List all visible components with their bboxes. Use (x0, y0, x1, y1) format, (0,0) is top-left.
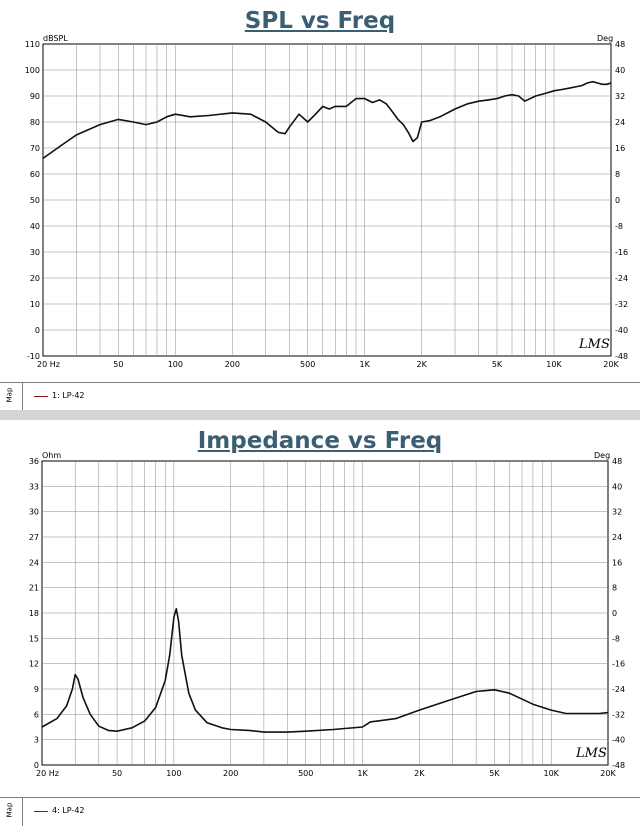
impedance-y2tick-label: 40 (612, 482, 622, 491)
spl-xtick-label: 200 (225, 360, 240, 369)
impedance-y2tick-label: -24 (612, 685, 625, 694)
spl-map-label: Map (5, 387, 14, 403)
spl-ytick-label: 60 (30, 170, 40, 179)
spl-y2tick-label: -16 (615, 248, 628, 257)
impedance-ytick-label: 6 (34, 710, 39, 719)
impedance-xtick-label: 20 Hz (36, 769, 59, 778)
impedance-xtick-label: 20K (600, 769, 616, 778)
impedance-y2tick-label: -48 (612, 761, 625, 770)
impedance-series-line (41, 608, 609, 733)
impedance-panel: Impedance vs Freq 36 33 30 27 24 21 18 15 12 9 6 3 0… (0, 420, 640, 826)
spl-y2tick-label: -48 (615, 352, 628, 361)
impedance-ytick-label: 27 (29, 533, 39, 542)
spl-xtick-label: 1K (359, 360, 370, 369)
impedance-ytick-label: 15 (29, 634, 39, 643)
spl-y2tick-label: 8 (615, 170, 620, 179)
impedance-y2tick-label: 0 (612, 609, 617, 618)
spl-ytick-label: 0 (35, 326, 40, 335)
impedance-map-tab[interactable]: Map (0, 798, 23, 826)
impedance-ytick-label: 36 (29, 457, 39, 466)
spl-xtick-label: 50 (113, 360, 123, 369)
impedance-ytick-label: 18 (29, 609, 39, 618)
impedance-xtick-label: 100 (166, 769, 181, 778)
spl-xtick-label: 500 (300, 360, 315, 369)
spl-y2label: Deg (597, 34, 613, 43)
impedance-y2tick-label: -32 (612, 710, 625, 719)
spl-chart-title: SPL vs Freq (244, 8, 396, 34)
spl-ytick-label: 50 (30, 196, 40, 205)
impedance-ytick-label: 21 (29, 584, 39, 593)
impedance-legend: Map 4: LP-42 (0, 797, 640, 826)
impedance-xtick-label: 10K (543, 769, 559, 778)
spl-xtick-label: 100 (168, 360, 183, 369)
spl-xtick-label: 10K (546, 360, 562, 369)
impedance-watermark-logo: LMS (575, 746, 607, 761)
impedance-y2tick-label: -8 (612, 634, 620, 643)
impedance-ytick-label: 12 (29, 660, 39, 669)
spl-legend-entry[interactable]: 1: LP-42 (52, 391, 85, 400)
impedance-ytick-label: 33 (29, 482, 39, 491)
impedance-ytick-label: 0 (34, 761, 39, 770)
impedance-chart: 3633302724211815129630484032241680-8-16-… (29, 451, 625, 778)
impedance-xtick-label: 2K (414, 769, 425, 778)
spl-ytick-label: 100 (25, 66, 40, 75)
spl-ytick-label: 20 (30, 274, 40, 283)
impedance-y2tick-label: 48 (612, 457, 622, 466)
impedance-legend-entry[interactable]: 4: LP-42 (52, 806, 85, 815)
impedance-y2tick-label: 8 (612, 584, 617, 593)
impedance-xtick-label: 50 (112, 769, 122, 778)
spl-panel: SPL vs Freq 110 100 90 80 70 60 50 40 30 20 10 0 -10… (0, 0, 640, 411)
impedance-y2tick-label: 16 (612, 558, 622, 567)
spl-xtick-label: 20K (603, 360, 619, 369)
impedance-ytick-label: 30 (29, 508, 39, 517)
impedance-xtick-label: 200 (223, 769, 238, 778)
spl-ytick-label: 70 (30, 144, 40, 153)
spl-watermark-logo: LMS (578, 337, 610, 352)
spl-y2tick-label: 16 (615, 144, 625, 153)
impedance-chart-title: Impedance vs Freq (197, 428, 443, 454)
spl-y2tick-label: 48 (615, 40, 625, 49)
spl-y2tick-label: -8 (615, 222, 623, 231)
impedance-map-label: Map (5, 802, 14, 818)
impedance-y2tick-label: -16 (612, 660, 625, 669)
spl-series-line (42, 80, 612, 160)
spl-y2tick-label: 0 (615, 196, 620, 205)
impedance-xtick-label: 500 (298, 769, 313, 778)
spl-y2tick-label: -24 (615, 274, 628, 283)
impedance-y2tick-label: 24 (612, 533, 622, 542)
impedance-ytick-label: 24 (29, 558, 39, 567)
spl-xtick-label: 20 Hz (37, 360, 60, 369)
impedance-y2tick-label: -40 (612, 736, 625, 745)
spl-y2tick-label: 32 (615, 92, 625, 101)
spl-ylabel: dBSPL (43, 34, 68, 43)
impedance-legend-swatch (34, 811, 48, 812)
spl-legend: Map 1: LP-42 (0, 382, 640, 411)
impedance-ytick-label: 9 (34, 685, 39, 694)
impedance-y2tick-label: 32 (612, 508, 622, 517)
impedance-y2label: Deg (594, 451, 610, 460)
spl-y2tick-label: -32 (615, 300, 628, 309)
spl-ytick-label: 10 (30, 300, 40, 309)
spl-ytick-label: 80 (30, 118, 40, 127)
spl-y2tick-label: 40 (615, 66, 625, 75)
spl-ytick-label: 90 (30, 92, 40, 101)
impedance-xtick-label: 1K (357, 769, 368, 778)
spl-y2tick-label: 24 (615, 118, 625, 127)
spl-xtick-label: 2K (416, 360, 427, 369)
spl-ytick-label: 30 (30, 248, 40, 257)
spl-legend-swatch (34, 396, 48, 397)
spl-y2tick-label: -40 (615, 326, 628, 335)
spl-ytick-label: 110 (25, 40, 40, 49)
impedance-xtick-label: 5K (489, 769, 500, 778)
spl-ytick-label: -10 (27, 352, 40, 361)
spl-chart: 1101009080706050403020100-10484032241680… (25, 34, 628, 369)
impedance-ytick-label: 3 (34, 736, 39, 745)
impedance-ylabel: Ohm (42, 451, 61, 460)
panel-separator (0, 410, 640, 420)
spl-xtick-label: 5K (492, 360, 503, 369)
spl-ytick-label: 40 (30, 222, 40, 231)
spl-map-tab[interactable]: Map (0, 383, 23, 411)
